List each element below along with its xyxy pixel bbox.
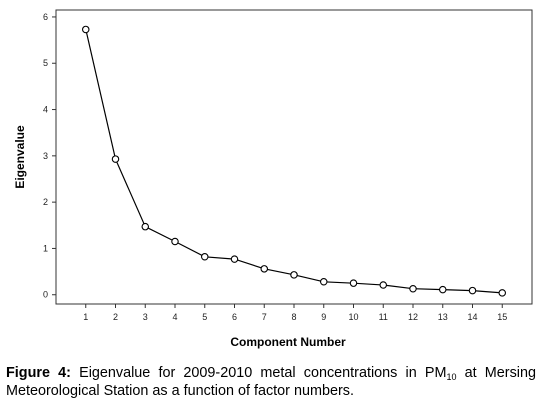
- x-tick-label: 15: [497, 312, 507, 322]
- y-axis: 0 1 2 3 4 5 6: [43, 12, 56, 300]
- data-point: [201, 253, 209, 261]
- data-point: [438, 285, 447, 294]
- x-axis-title: Component Number: [230, 335, 346, 349]
- figure-caption: Figure 4: Eigenvalue for 2009-2010 metal…: [6, 364, 536, 400]
- x-tick-label: 13: [438, 312, 448, 322]
- x-tick-label: 5: [202, 312, 207, 322]
- data-point: [379, 281, 387, 289]
- x-tick-label: 7: [262, 312, 267, 322]
- data-point: [349, 279, 358, 287]
- data-point: [111, 155, 120, 163]
- data-point-markers: [82, 25, 506, 297]
- y-tick-label: 5: [43, 58, 48, 68]
- data-point: [171, 237, 179, 246]
- x-tick-label: 3: [143, 312, 148, 322]
- x-tick-label: 12: [408, 312, 418, 322]
- data-point: [141, 222, 150, 231]
- data-point: [319, 278, 328, 286]
- y-tick-label: 4: [43, 105, 48, 115]
- data-point: [260, 265, 268, 273]
- x-tick-label: 2: [113, 312, 118, 322]
- data-point: [468, 286, 477, 295]
- caption-text-part-1: Eigenvalue for 2009-2010 metal concentra…: [70, 365, 447, 381]
- data-point: [409, 284, 417, 293]
- x-tick-label: 1: [83, 312, 88, 322]
- x-tick-label: 6: [232, 312, 237, 322]
- x-tick-label: 10: [348, 312, 358, 322]
- data-point: [290, 271, 298, 279]
- data-point: [82, 25, 90, 34]
- x-tick-label: 4: [172, 312, 177, 322]
- y-tick-label: 0: [43, 290, 48, 300]
- x-tick-label: 14: [467, 312, 477, 322]
- y-tick-label: 3: [43, 151, 48, 161]
- x-axis: 1 2 3 4 5 6 7 8 9 10 11 12 13 14 15: [83, 304, 507, 322]
- y-axis-title: Eigenvalue: [13, 125, 27, 189]
- data-point: [230, 255, 239, 263]
- y-tick-label: 1: [43, 243, 48, 253]
- figure-label: Figure 4:: [6, 365, 71, 381]
- plot-frame: [55, 9, 533, 305]
- x-tick-label: 11: [379, 312, 388, 322]
- y-tick-label: 6: [43, 12, 48, 22]
- y-tick-label: 2: [43, 197, 48, 207]
- caption-text-part-2: at Mersing Meteorological Station as a f…: [6, 365, 536, 399]
- caption-subscript: 10: [446, 372, 457, 382]
- x-tick-label: 8: [291, 312, 296, 322]
- x-tick-label: 9: [321, 312, 326, 322]
- data-point: [498, 289, 506, 297]
